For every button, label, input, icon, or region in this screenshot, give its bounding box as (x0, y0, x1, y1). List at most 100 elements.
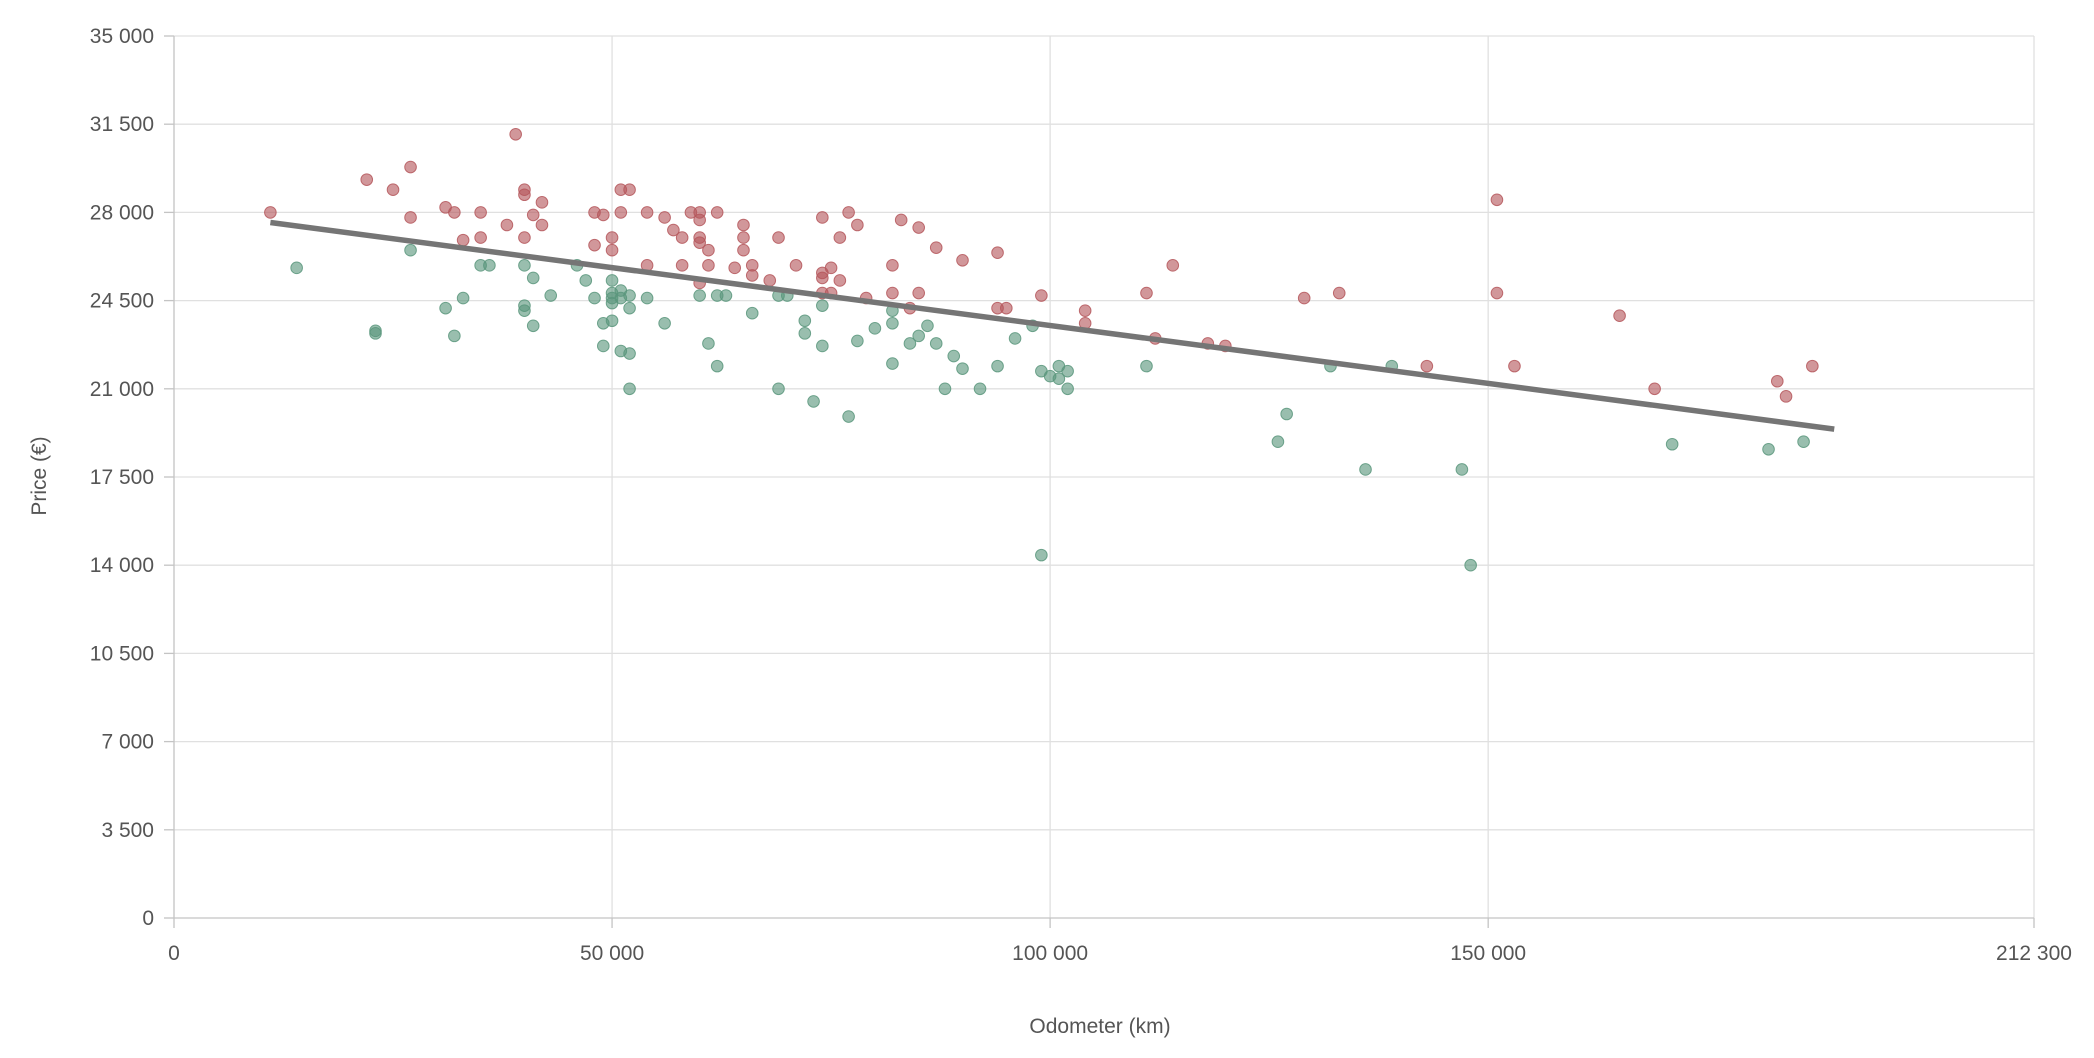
data-point[interactable] (1648, 382, 1661, 396)
data-point[interactable] (921, 319, 934, 333)
data-point[interactable] (1166, 259, 1180, 272)
data-point[interactable] (710, 206, 724, 219)
data-point[interactable] (596, 208, 610, 222)
data-point[interactable] (1332, 286, 1346, 300)
data-point[interactable] (702, 243, 715, 257)
data-point[interactable] (518, 259, 531, 272)
data-point[interactable] (868, 322, 882, 335)
data-point[interactable] (693, 289, 706, 302)
data-point[interactable] (1035, 289, 1048, 302)
data-point[interactable] (816, 271, 829, 285)
data-point[interactable] (1770, 374, 1784, 388)
data-point[interactable] (719, 289, 733, 302)
data-point[interactable] (956, 253, 969, 267)
data-point[interactable] (1000, 301, 1013, 315)
data-point[interactable] (798, 314, 812, 328)
data-point[interactable] (912, 221, 926, 234)
data-point[interactable] (702, 337, 715, 350)
data-point[interactable] (745, 269, 759, 282)
data-point[interactable] (816, 339, 829, 353)
data-point[interactable] (1359, 463, 1372, 476)
data-point[interactable] (728, 261, 742, 275)
data-point[interactable] (448, 329, 461, 343)
data-point[interactable] (605, 314, 619, 328)
data-point[interactable] (623, 289, 636, 302)
data-point[interactable] (596, 339, 610, 353)
data-point[interactable] (614, 206, 628, 219)
data-point[interactable] (1140, 286, 1153, 300)
data-point[interactable] (404, 160, 417, 174)
data-point[interactable] (588, 238, 601, 252)
data-point[interactable] (439, 301, 452, 315)
data-point[interactable] (824, 261, 838, 275)
data-point[interactable] (947, 349, 961, 363)
data-point[interactable] (929, 241, 943, 254)
data-point[interactable] (640, 291, 654, 305)
data-point[interactable] (509, 127, 522, 141)
data-point[interactable] (929, 337, 943, 350)
data-point[interactable] (886, 259, 899, 272)
data-point[interactable] (1490, 286, 1504, 300)
data-point[interactable] (456, 291, 470, 305)
data-point[interactable] (535, 196, 549, 209)
data-point[interactable] (745, 306, 759, 320)
data-point[interactable] (956, 362, 969, 375)
data-point[interactable] (1008, 332, 1022, 345)
data-point[interactable] (1613, 309, 1626, 323)
data-point[interactable] (886, 357, 899, 370)
data-point[interactable] (912, 329, 926, 343)
data-point[interactable] (658, 316, 671, 330)
data-point[interactable] (1061, 382, 1074, 396)
data-point[interactable] (807, 395, 820, 408)
data-point[interactable] (623, 301, 636, 315)
data-point[interactable] (693, 213, 706, 227)
data-point[interactable] (544, 289, 558, 302)
data-point[interactable] (667, 223, 680, 237)
data-point[interactable] (623, 183, 636, 197)
data-point[interactable] (851, 218, 864, 232)
data-point[interactable] (448, 206, 461, 219)
data-point[interactable] (675, 231, 689, 244)
data-point[interactable] (912, 286, 926, 300)
data-point[interactable] (710, 359, 724, 373)
data-point[interactable] (1464, 558, 1477, 572)
data-point[interactable] (1420, 359, 1434, 373)
data-point[interactable] (264, 206, 277, 219)
data-point[interactable] (1762, 442, 1775, 456)
data-point[interactable] (1078, 304, 1092, 317)
data-point[interactable] (693, 236, 706, 249)
data-point[interactable] (500, 218, 514, 232)
data-point[interactable] (369, 327, 382, 340)
data-point[interactable] (640, 206, 654, 219)
data-point[interactable] (737, 231, 750, 244)
data-point[interactable] (404, 243, 417, 257)
data-point[interactable] (404, 211, 417, 224)
data-point[interactable] (973, 382, 987, 396)
data-point[interactable] (851, 334, 864, 348)
data-point[interactable] (605, 231, 619, 244)
data-point[interactable] (1271, 435, 1285, 449)
data-point[interactable] (588, 291, 601, 305)
data-point[interactable] (483, 259, 496, 272)
data-point[interactable] (1280, 407, 1293, 421)
data-point[interactable] (675, 259, 689, 272)
data-point[interactable] (886, 316, 899, 330)
data-point[interactable] (894, 213, 908, 227)
data-point[interactable] (456, 233, 470, 247)
data-point[interactable] (474, 206, 487, 219)
data-point[interactable] (833, 231, 847, 244)
data-point[interactable] (1779, 390, 1793, 403)
data-point[interactable] (1052, 372, 1066, 386)
data-point[interactable] (386, 183, 400, 197)
data-point[interactable] (623, 347, 636, 360)
data-point[interactable] (1455, 463, 1469, 476)
data-point[interactable] (1490, 193, 1504, 207)
data-point[interactable] (1797, 435, 1810, 449)
data-point[interactable] (1140, 359, 1153, 373)
data-point[interactable] (737, 243, 750, 257)
data-point[interactable] (991, 246, 1004, 260)
data-point[interactable] (938, 382, 952, 396)
data-point[interactable] (886, 286, 899, 300)
data-point[interactable] (518, 188, 531, 202)
data-point[interactable] (1061, 364, 1074, 378)
